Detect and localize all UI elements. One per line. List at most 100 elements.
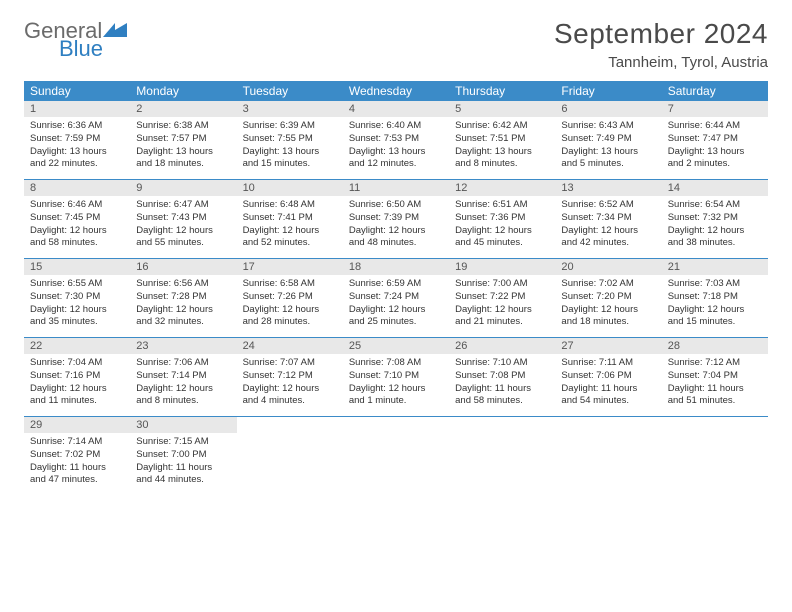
sunset-line: Sunset: 7:39 PM xyxy=(349,212,443,225)
sunrise-line: Sunrise: 6:43 AM xyxy=(561,120,655,133)
day-cell: 11Sunrise: 6:50 AMSunset: 7:39 PMDayligh… xyxy=(343,180,449,258)
header: General Blue September 2024 Tannheim, Ty… xyxy=(24,18,768,71)
daylight-line: Daylight: 12 hours and 45 minutes. xyxy=(455,225,549,251)
day-number: 2 xyxy=(130,101,236,117)
day-number: 14 xyxy=(662,180,768,196)
day-number: 26 xyxy=(449,338,555,354)
day-number: 3 xyxy=(237,101,343,117)
sunrise-line: Sunrise: 6:39 AM xyxy=(243,120,337,133)
sunrise-line: Sunrise: 7:08 AM xyxy=(349,357,443,370)
day-body: Sunrise: 6:39 AMSunset: 7:55 PMDaylight:… xyxy=(237,117,343,177)
sunrise-line: Sunrise: 6:47 AM xyxy=(136,199,230,212)
day-cell: 16Sunrise: 6:56 AMSunset: 7:28 PMDayligh… xyxy=(130,259,236,337)
sunrise-line: Sunrise: 7:14 AM xyxy=(30,436,124,449)
sunrise-line: Sunrise: 6:40 AM xyxy=(349,120,443,133)
weekday-label: Monday xyxy=(130,81,236,101)
calendar: SundayMondayTuesdayWednesdayThursdayFrid… xyxy=(24,81,768,495)
logo-text-blue: Blue xyxy=(59,36,103,62)
day-body: Sunrise: 6:36 AMSunset: 7:59 PMDaylight:… xyxy=(24,117,130,177)
day-body: Sunrise: 6:44 AMSunset: 7:47 PMDaylight:… xyxy=(662,117,768,177)
day-body: Sunrise: 7:15 AMSunset: 7:00 PMDaylight:… xyxy=(130,433,236,493)
sunset-line: Sunset: 7:49 PM xyxy=(561,133,655,146)
sunset-line: Sunset: 7:32 PM xyxy=(668,212,762,225)
day-body: Sunrise: 7:11 AMSunset: 7:06 PMDaylight:… xyxy=(555,354,661,414)
day-number: 20 xyxy=(555,259,661,275)
day-cell: 25Sunrise: 7:08 AMSunset: 7:10 PMDayligh… xyxy=(343,338,449,416)
day-cell: 6Sunrise: 6:43 AMSunset: 7:49 PMDaylight… xyxy=(555,101,661,179)
day-body: Sunrise: 7:10 AMSunset: 7:08 PMDaylight:… xyxy=(449,354,555,414)
sunrise-line: Sunrise: 7:15 AM xyxy=(136,436,230,449)
day-cell: 26Sunrise: 7:10 AMSunset: 7:08 PMDayligh… xyxy=(449,338,555,416)
daylight-line: Daylight: 12 hours and 18 minutes. xyxy=(561,304,655,330)
day-cell: 23Sunrise: 7:06 AMSunset: 7:14 PMDayligh… xyxy=(130,338,236,416)
sunrise-line: Sunrise: 6:54 AM xyxy=(668,199,762,212)
logo: General Blue xyxy=(24,18,128,62)
sunrise-line: Sunrise: 7:12 AM xyxy=(668,357,762,370)
daylight-line: Daylight: 12 hours and 4 minutes. xyxy=(243,383,337,409)
daylight-line: Daylight: 12 hours and 48 minutes. xyxy=(349,225,443,251)
day-number: 12 xyxy=(449,180,555,196)
day-body: Sunrise: 6:42 AMSunset: 7:51 PMDaylight:… xyxy=(449,117,555,177)
daylight-line: Daylight: 12 hours and 25 minutes. xyxy=(349,304,443,330)
day-number: 18 xyxy=(343,259,449,275)
day-body: Sunrise: 7:07 AMSunset: 7:12 PMDaylight:… xyxy=(237,354,343,414)
month-title: September 2024 xyxy=(554,18,768,50)
day-number: 5 xyxy=(449,101,555,117)
week-row: 15Sunrise: 6:55 AMSunset: 7:30 PMDayligh… xyxy=(24,259,768,338)
sunrise-line: Sunrise: 7:00 AM xyxy=(455,278,549,291)
sunrise-line: Sunrise: 6:42 AM xyxy=(455,120,549,133)
empty-cell xyxy=(662,417,768,495)
day-cell: 9Sunrise: 6:47 AMSunset: 7:43 PMDaylight… xyxy=(130,180,236,258)
daylight-line: Daylight: 13 hours and 5 minutes. xyxy=(561,146,655,172)
day-number: 15 xyxy=(24,259,130,275)
day-cell: 20Sunrise: 7:02 AMSunset: 7:20 PMDayligh… xyxy=(555,259,661,337)
weekday-label: Saturday xyxy=(662,81,768,101)
sunset-line: Sunset: 7:04 PM xyxy=(668,370,762,383)
sunset-line: Sunset: 7:43 PM xyxy=(136,212,230,225)
sunset-line: Sunset: 7:00 PM xyxy=(136,449,230,462)
day-number: 8 xyxy=(24,180,130,196)
day-number: 29 xyxy=(24,417,130,433)
sunset-line: Sunset: 7:02 PM xyxy=(30,449,124,462)
sunset-line: Sunset: 7:36 PM xyxy=(455,212,549,225)
daylight-line: Daylight: 12 hours and 8 minutes. xyxy=(136,383,230,409)
daylight-line: Daylight: 12 hours and 42 minutes. xyxy=(561,225,655,251)
day-body: Sunrise: 6:47 AMSunset: 7:43 PMDaylight:… xyxy=(130,196,236,256)
day-number: 11 xyxy=(343,180,449,196)
day-body: Sunrise: 7:06 AMSunset: 7:14 PMDaylight:… xyxy=(130,354,236,414)
day-body: Sunrise: 6:50 AMSunset: 7:39 PMDaylight:… xyxy=(343,196,449,256)
day-cell: 29Sunrise: 7:14 AMSunset: 7:02 PMDayligh… xyxy=(24,417,130,495)
daylight-line: Daylight: 11 hours and 58 minutes. xyxy=(455,383,549,409)
week-row: 22Sunrise: 7:04 AMSunset: 7:16 PMDayligh… xyxy=(24,338,768,417)
day-number: 17 xyxy=(237,259,343,275)
day-number: 23 xyxy=(130,338,236,354)
day-body: Sunrise: 6:38 AMSunset: 7:57 PMDaylight:… xyxy=(130,117,236,177)
day-cell: 3Sunrise: 6:39 AMSunset: 7:55 PMDaylight… xyxy=(237,101,343,179)
sunrise-line: Sunrise: 6:38 AM xyxy=(136,120,230,133)
daylight-line: Daylight: 12 hours and 32 minutes. xyxy=(136,304,230,330)
day-cell: 27Sunrise: 7:11 AMSunset: 7:06 PMDayligh… xyxy=(555,338,661,416)
day-number: 30 xyxy=(130,417,236,433)
title-block: September 2024 Tannheim, Tyrol, Austria xyxy=(554,18,768,71)
daylight-line: Daylight: 12 hours and 15 minutes. xyxy=(668,304,762,330)
daylight-line: Daylight: 13 hours and 2 minutes. xyxy=(668,146,762,172)
daylight-line: Daylight: 12 hours and 38 minutes. xyxy=(668,225,762,251)
sunrise-line: Sunrise: 6:44 AM xyxy=(668,120,762,133)
day-cell: 28Sunrise: 7:12 AMSunset: 7:04 PMDayligh… xyxy=(662,338,768,416)
day-cell: 17Sunrise: 6:58 AMSunset: 7:26 PMDayligh… xyxy=(237,259,343,337)
sunset-line: Sunset: 7:55 PM xyxy=(243,133,337,146)
day-number: 10 xyxy=(237,180,343,196)
sunset-line: Sunset: 7:34 PM xyxy=(561,212,655,225)
sunrise-line: Sunrise: 7:02 AM xyxy=(561,278,655,291)
day-body: Sunrise: 6:40 AMSunset: 7:53 PMDaylight:… xyxy=(343,117,449,177)
day-cell: 10Sunrise: 6:48 AMSunset: 7:41 PMDayligh… xyxy=(237,180,343,258)
location: Tannheim, Tyrol, Austria xyxy=(554,54,768,71)
day-number: 4 xyxy=(343,101,449,117)
daylight-line: Daylight: 13 hours and 22 minutes. xyxy=(30,146,124,172)
sunrise-line: Sunrise: 6:51 AM xyxy=(455,199,549,212)
day-number: 28 xyxy=(662,338,768,354)
sunset-line: Sunset: 7:45 PM xyxy=(30,212,124,225)
sunset-line: Sunset: 7:51 PM xyxy=(455,133,549,146)
daylight-line: Daylight: 11 hours and 44 minutes. xyxy=(136,462,230,488)
daylight-line: Daylight: 12 hours and 1 minute. xyxy=(349,383,443,409)
